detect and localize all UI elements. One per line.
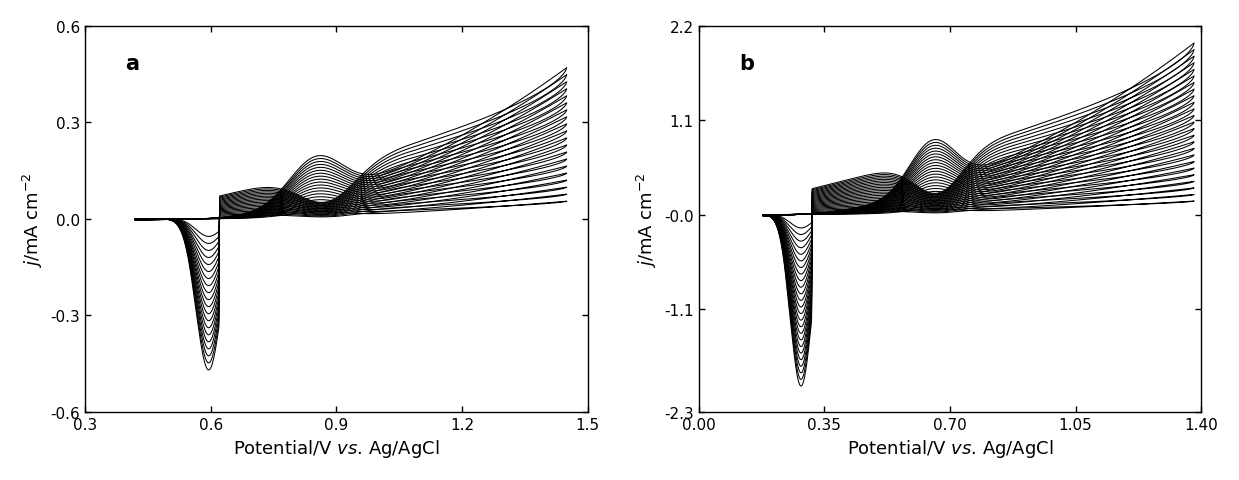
Text: a: a: [125, 54, 139, 74]
Text: b: b: [738, 54, 753, 74]
X-axis label: Potential/V $\it{vs}$. Ag/AgCl: Potential/V $\it{vs}$. Ag/AgCl: [233, 437, 440, 459]
X-axis label: Potential/V $\it{vs}$. Ag/AgCl: Potential/V $\it{vs}$. Ag/AgCl: [846, 437, 1053, 459]
Y-axis label: $j$/mA cm$^{-2}$: $j$/mA cm$^{-2}$: [634, 172, 659, 267]
Y-axis label: $j$/mA cm$^{-2}$: $j$/mA cm$^{-2}$: [21, 172, 45, 267]
